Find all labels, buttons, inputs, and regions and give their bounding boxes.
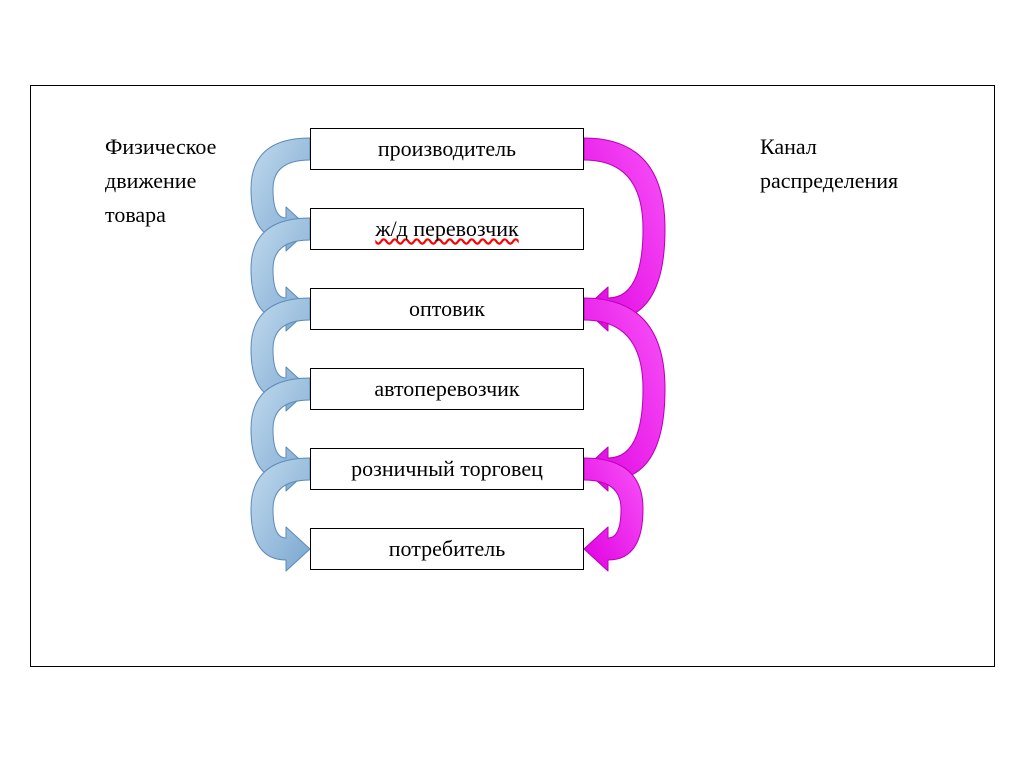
flow-node: производитель	[310, 128, 584, 170]
flow-node-label: автоперевозчик	[374, 376, 519, 402]
flow-node: оптовик	[310, 288, 584, 330]
flow-node: розничный торговец	[310, 448, 584, 490]
flow-node-label: оптовик	[409, 296, 485, 322]
flow-node-label: ж/д перевозчик	[375, 216, 518, 242]
left-caption: Физическоедвижениетовара	[105, 130, 216, 232]
flow-node-label: розничный торговец	[351, 456, 543, 482]
flow-node: ж/д перевозчик	[310, 208, 584, 250]
flow-node: автоперевозчик	[310, 368, 584, 410]
flow-node-label: потребитель	[389, 536, 506, 562]
right-caption: Каналраспределения	[760, 130, 898, 198]
flow-node: потребитель	[310, 528, 584, 570]
flow-node-label: производитель	[378, 136, 516, 162]
